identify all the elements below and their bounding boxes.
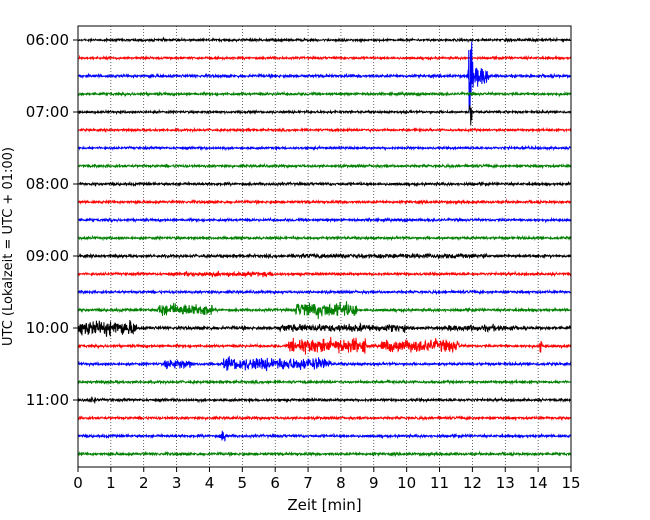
- x-tick-label-11: 11: [430, 474, 449, 492]
- trace-1145: [77, 450, 572, 458]
- trace-1000: [77, 319, 572, 337]
- trace-0815: [77, 198, 572, 206]
- trace-0845: [77, 234, 572, 242]
- x-axis-ticks: 0 1 2 3 4 5 6 7 8 9 10 11 12 13 14 15: [73, 467, 581, 492]
- trace-0630: [77, 41, 572, 114]
- trace-0715: [77, 126, 572, 134]
- x-tick-label-5: 5: [238, 474, 248, 492]
- trace-0900: [77, 252, 572, 260]
- trace-1130: [77, 430, 572, 442]
- x-tick-label-0: 0: [73, 474, 83, 492]
- trace-1030: [77, 356, 572, 372]
- y-axis-ticks: 06:00 07:00 08:00 09:00 10:00 11:00: [26, 31, 78, 409]
- x-tick-label-3: 3: [172, 474, 182, 492]
- x-tick-label-15: 15: [561, 474, 580, 492]
- x-tick-label-13: 13: [496, 474, 515, 492]
- trace-0745: [77, 162, 572, 170]
- x-tick-label-14: 14: [529, 474, 548, 492]
- trace-1115: [77, 414, 572, 422]
- trace-0930: [77, 288, 572, 296]
- trace-0730: [77, 144, 572, 152]
- x-tick-label-9: 9: [369, 474, 379, 492]
- x-tick-label-4: 4: [205, 474, 215, 492]
- y-axis-label: UTC (Lokalzeit = UTC + 01:00): [1, 147, 16, 346]
- trace-0915: [77, 270, 572, 278]
- seismogram-traces: [77, 36, 572, 458]
- x-tick-label-8: 8: [336, 474, 346, 492]
- x-tick-label-7: 7: [303, 474, 313, 492]
- trace-0945: [77, 301, 572, 320]
- y-tick-label-0900: 09:00: [26, 247, 69, 265]
- x-axis-label: Zeit [min]: [287, 496, 361, 514]
- x-tick-label-6: 6: [270, 474, 280, 492]
- trace-0800: [77, 180, 572, 188]
- y-tick-label-1100: 11:00: [26, 391, 69, 409]
- plot-frame: [77, 25, 572, 468]
- trace-1015: [77, 336, 572, 355]
- x-tick-label-2: 2: [139, 474, 149, 492]
- trace-1100: [77, 396, 572, 404]
- trace-0700: [77, 104, 572, 126]
- y-tick-label-1000: 10:00: [26, 319, 69, 337]
- trace-1045: [77, 378, 572, 386]
- trace-0615: [77, 54, 572, 61]
- trace-0645: [77, 90, 572, 98]
- y-tick-label-0800: 08:00: [26, 175, 69, 193]
- trace-0830: [77, 216, 572, 224]
- x-tick-label-12: 12: [463, 474, 482, 492]
- y-tick-label-0700: 07:00: [26, 103, 69, 121]
- trace-0600: [77, 36, 572, 44]
- x-tick-label-1: 1: [106, 474, 116, 492]
- x-tick-label-10: 10: [397, 474, 416, 492]
- y-tick-label-0600: 06:00: [26, 31, 69, 49]
